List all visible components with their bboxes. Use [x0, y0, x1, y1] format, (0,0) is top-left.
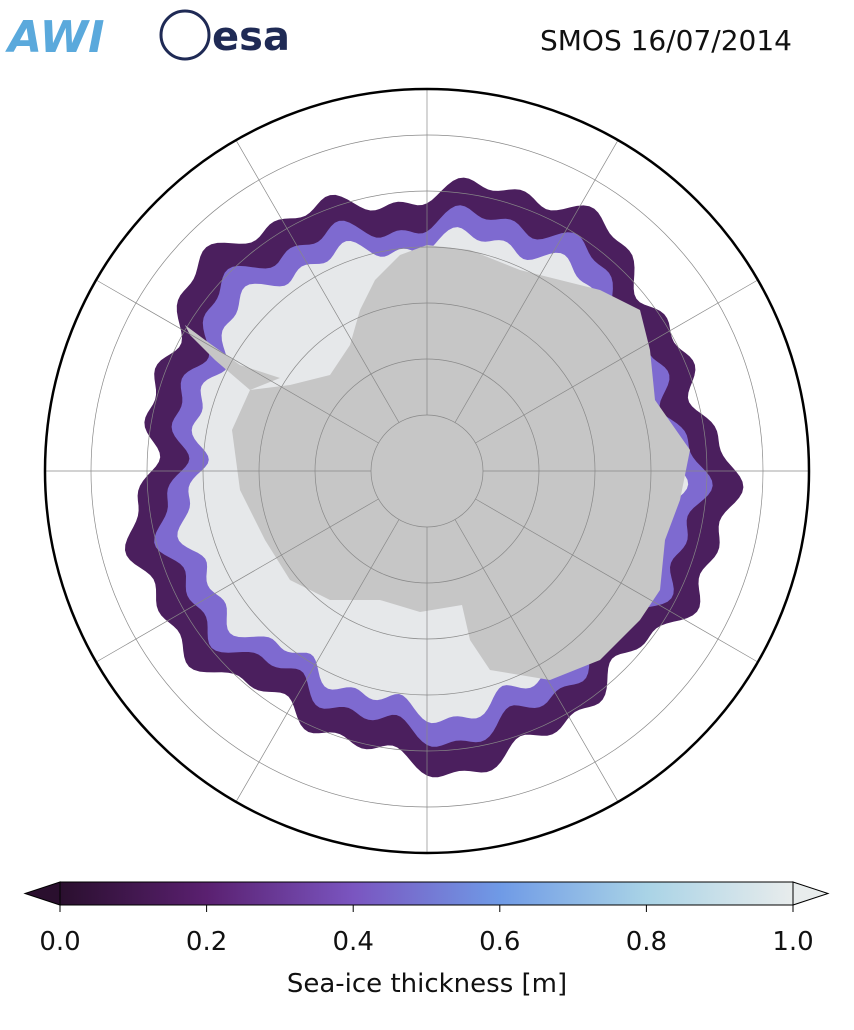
meridian	[454, 140, 619, 423]
meridian	[454, 519, 619, 802]
tick-label: 1.0	[772, 927, 813, 957]
title: SMOS 16/07/2014	[540, 24, 792, 57]
tick-label: 0.6	[479, 927, 520, 957]
map-frame	[43, 87, 811, 855]
meridian	[96, 279, 379, 444]
meridian	[96, 498, 379, 663]
graticule	[45, 89, 809, 853]
extend-high	[792, 881, 830, 906]
tick-label: 0.8	[626, 927, 667, 957]
meridian	[475, 279, 758, 444]
meridian	[235, 519, 400, 802]
awi-logo: AWI	[5, 12, 105, 63]
colorbar-label: Sea-ice thickness [m]	[287, 969, 567, 999]
map	[45, 89, 809, 853]
tick-label: 0.2	[186, 927, 227, 957]
tick-label: 0.0	[39, 927, 80, 957]
colorbar	[59, 881, 794, 906]
extend-low	[23, 881, 61, 906]
esa-logo: esa	[212, 14, 290, 60]
tick-label: 0.4	[333, 927, 374, 957]
meridian	[475, 498, 758, 663]
antarctica	[185, 245, 690, 680]
meridian	[235, 140, 400, 423]
esa-emblem	[159, 9, 211, 61]
